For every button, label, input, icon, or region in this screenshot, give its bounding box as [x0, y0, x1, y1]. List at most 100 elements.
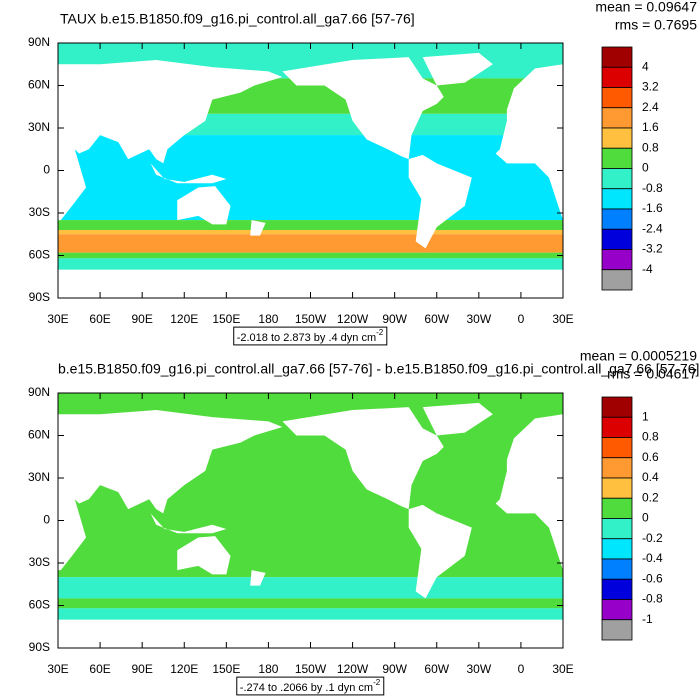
colorbar-box [601, 208, 633, 230]
land [58, 619, 563, 648]
stat-label: mean = 0.09647 [595, 0, 697, 15]
colorbar-box [601, 147, 633, 169]
contour-band [58, 577, 563, 599]
stat-label: rms = 0.04617 [607, 366, 697, 382]
colorbar-label: -0.8 [642, 181, 663, 195]
land [282, 57, 444, 160]
x-tick-label: 90E [131, 312, 152, 326]
colorbar-label: -1.6 [642, 201, 663, 215]
info-label: -2.018 to 2.873 by .4 dyn cm-2 [237, 328, 384, 344]
contour-band [58, 230, 563, 235]
colorbar-box [601, 497, 633, 519]
x-tick-label: 120E [170, 312, 198, 326]
land [422, 402, 493, 436]
land [495, 414, 563, 571]
chart-title: TAUX b.e15.B1850.f09_g16.pi_control.all_… [60, 11, 415, 27]
map-field [58, 43, 563, 298]
x-tick-label: 150W [295, 312, 327, 326]
info-box [236, 676, 385, 696]
colorbar-box [601, 249, 633, 271]
map-panel: b.e15.B1850.f09_g16.pi_control.all_ga7.6… [28, 348, 699, 696]
land [408, 154, 472, 249]
chart-title: b.e15.B1850.f09_g16.pi_control.all_ga7.6… [58, 361, 699, 377]
y-tick-label: 30S [29, 555, 50, 569]
land [250, 220, 266, 236]
colorbar-box [601, 66, 633, 88]
map-panel: TAUX b.e15.B1850.f09_g16.pi_control.all_… [28, 0, 697, 346]
y-tick-label: 60N [28, 428, 50, 442]
y-tick-label: 60S [29, 598, 50, 612]
colorbar-box [601, 477, 633, 499]
colorbar-label: -3.2 [642, 242, 663, 256]
land [282, 407, 444, 510]
colorbar-label: 0.6 [642, 450, 659, 464]
x-tick-label: 60E [89, 312, 110, 326]
land [150, 163, 227, 184]
colorbar-box [601, 396, 633, 418]
contour-band [58, 598, 563, 609]
x-tick-label: 120W [337, 662, 369, 676]
colorbar-box [601, 437, 633, 459]
colorbar-box [601, 228, 633, 250]
land [177, 536, 231, 575]
x-tick-label: 30E [47, 662, 68, 676]
stat-label: mean = 0.0005219 [580, 348, 697, 364]
y-tick-label: 90N [28, 35, 50, 49]
colorbar-box [601, 188, 633, 210]
x-tick-label: 120W [337, 312, 369, 326]
colorbar-box [601, 127, 633, 149]
x-tick-label: 120E [170, 662, 198, 676]
x-tick-label: 60E [89, 662, 110, 676]
colorbar-label: -2.4 [642, 221, 663, 235]
colorbar-label: 0.4 [642, 470, 659, 484]
info-label: -.274 to .2066 by .1 dyn cm-2 [240, 678, 381, 694]
colorbar-box [601, 538, 633, 560]
colorbar-label: 0 [642, 511, 649, 525]
colorbar-box [601, 416, 633, 438]
y-tick-label: 30N [28, 120, 50, 134]
colorbar-label: 1.6 [642, 120, 659, 134]
x-tick-label: 150E [212, 662, 240, 676]
x-tick-label: 60W [424, 662, 449, 676]
x-tick-label: 60W [424, 312, 449, 326]
colorbar-box [601, 87, 633, 109]
stat-label: rms = 0.7695 [615, 17, 697, 33]
colorbar-label: -0.2 [642, 531, 663, 545]
x-tick-label: 90W [382, 662, 407, 676]
contour-band [58, 220, 563, 230]
colorbar-label: -4 [642, 262, 653, 276]
land [250, 570, 266, 586]
colorbar-label: -0.4 [642, 551, 663, 565]
colorbar-label: 0.8 [642, 430, 659, 444]
land [422, 52, 493, 86]
colorbar-label: 4 [642, 59, 649, 73]
x-tick-label: 30E [47, 312, 68, 326]
colorbar-label: 1 [642, 409, 649, 423]
colorbar-label: 0.2 [642, 490, 659, 504]
colorbar-box [601, 619, 633, 641]
land [58, 60, 283, 221]
x-tick-label: 30E [552, 662, 573, 676]
colorbar-box [601, 107, 633, 129]
land [58, 410, 283, 571]
colorbar-box [601, 457, 633, 479]
y-tick-label: 90S [29, 290, 50, 304]
info-box [233, 326, 388, 346]
x-tick-label: 30W [466, 662, 491, 676]
y-tick-label: 0 [43, 513, 50, 527]
x-tick-label: 180 [258, 662, 278, 676]
x-tick-label: 90W [382, 312, 407, 326]
colorbar-label: 2.4 [642, 100, 659, 114]
colorbar-label: 0 [642, 161, 649, 175]
land [408, 504, 472, 599]
colorbar-label: 0.8 [642, 140, 659, 154]
x-tick-label: 30W [466, 312, 491, 326]
info-superscript: -2 [373, 678, 381, 687]
y-tick-label: 90S [29, 640, 50, 654]
x-tick-label: 0 [518, 662, 525, 676]
y-tick-label: 60N [28, 78, 50, 92]
colorbar-box [601, 46, 633, 68]
y-tick-label: 30S [29, 205, 50, 219]
colorbar-box [601, 269, 633, 291]
y-tick-label: 30N [28, 470, 50, 484]
